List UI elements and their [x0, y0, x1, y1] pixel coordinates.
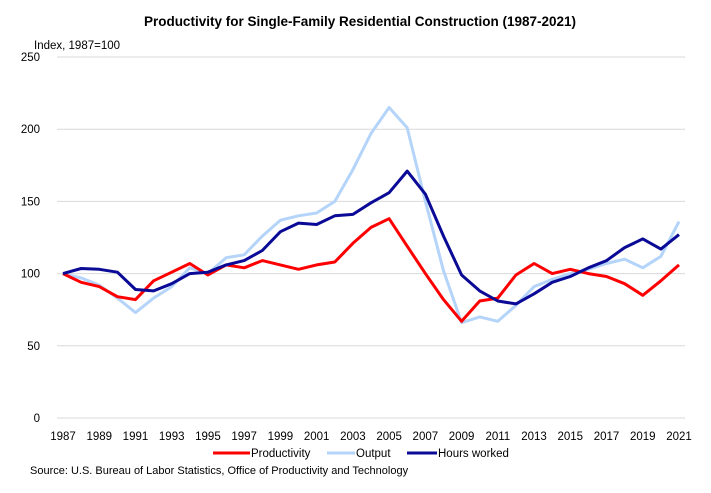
x-tick-label: 2003	[340, 431, 366, 443]
x-tick-label: 1997	[231, 431, 257, 443]
x-tick-label: 1995	[195, 431, 221, 443]
x-tick-label: 1993	[159, 431, 185, 443]
y-tick-label: 250	[21, 52, 40, 64]
x-tick-label: 2019	[630, 431, 656, 443]
x-tick-label: 1989	[86, 431, 112, 443]
series-lines	[62, 106, 681, 325]
x-tick-label: 2015	[557, 431, 583, 443]
series-line-productivity	[62, 217, 680, 323]
x-tick-label: 2009	[449, 431, 475, 443]
x-tick-label: 2017	[594, 431, 620, 443]
chart-title: Productivity for Single-Family Residenti…	[144, 14, 576, 29]
legend-label: Output	[356, 448, 391, 460]
x-tick-label: 2011	[485, 431, 510, 443]
y-tick-label: 100	[21, 269, 40, 281]
x-tick-labels: 1987 1989 1991 1993 1995 1997 1999 2001 2003 2005…	[50, 431, 692, 443]
series-line-hours-worked	[62, 169, 680, 306]
x-tick-label: 2001	[304, 431, 330, 443]
gridlines	[57, 56, 685, 419]
legend-label: Hours worked	[438, 448, 509, 460]
y-tick-label: 0	[34, 413, 40, 425]
x-tick-label: 1999	[268, 431, 294, 443]
x-tick-label: 2007	[413, 431, 439, 443]
y-tick-labels: 0 50 100 150 200 250	[21, 52, 40, 425]
y-axis-label: Index, 1987=100	[34, 40, 120, 52]
y-tick-label: 50	[27, 341, 40, 353]
y-tick-label: 200	[21, 124, 40, 136]
x-tick-label: 2021	[666, 431, 692, 443]
x-tick-label: 1987	[50, 431, 76, 443]
legend: Productivity Output Hours worked	[213, 448, 509, 460]
y-tick-label: 150	[21, 196, 40, 208]
x-tick-label: 2013	[521, 431, 547, 443]
x-tick-label: 2005	[376, 431, 402, 443]
x-tick-label: 1991	[123, 431, 149, 443]
legend-label: Productivity	[251, 448, 311, 460]
source-note: Source: U.S. Bureau of Labor Statistics,…	[30, 465, 409, 477]
